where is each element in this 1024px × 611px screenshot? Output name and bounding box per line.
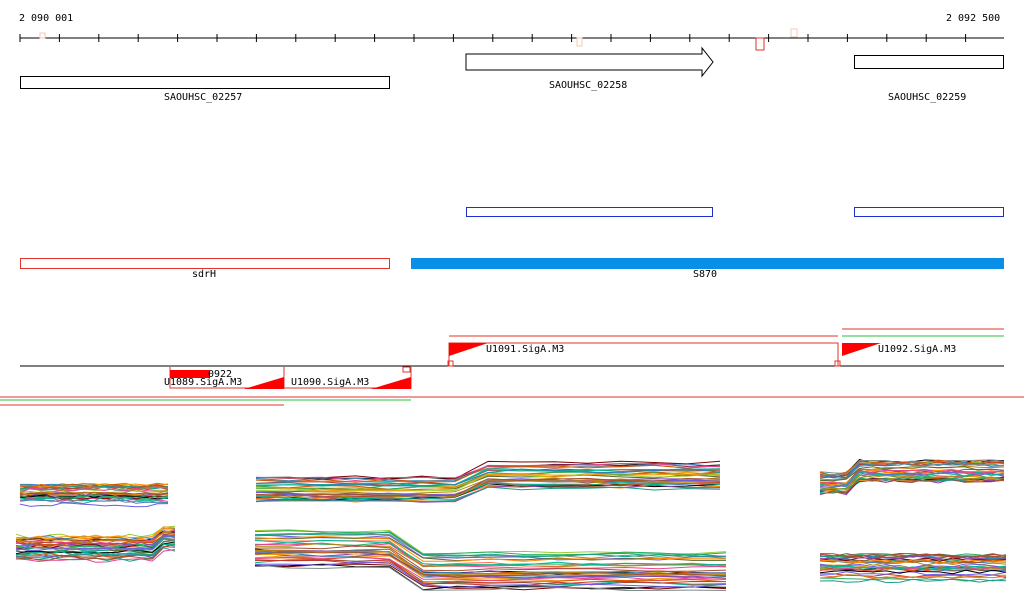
gene-box-saouhsc-02257[interactable] (20, 76, 390, 89)
feature-box-sdrh[interactable] (20, 258, 390, 269)
promoter-marker-u1092[interactable] (0, 0, 1024, 420)
blue-feature-box[interactable] (466, 207, 713, 217)
expr-panel-upper-left (19, 482, 169, 508)
feature-bar-s870[interactable] (411, 258, 1004, 269)
gene-label-saouhsc-02257: SAOUHSC_02257 (164, 92, 243, 103)
expr-panel-lower-left (15, 525, 176, 563)
gene-label-saouhsc-02259: SAOUHSC_02259 (888, 92, 967, 103)
expr-panel-lower-middle (254, 529, 727, 592)
gene-arrow-saouhsc-02258[interactable] (0, 0, 1024, 120)
promoter-label-u1092: U1092.SigA.M3 (878, 344, 957, 355)
promoter-marker-u1091[interactable] (0, 0, 1024, 420)
expr-panel-upper-right (819, 459, 1005, 496)
promoter-marker-u1089[interactable] (0, 0, 1024, 420)
promoter-small-label: 0922 (208, 369, 233, 380)
feature-label-sdrh: sdrH (192, 269, 217, 280)
ruler-end-label: 2 092 500 (946, 13, 1001, 24)
gene-label-saouhsc-02258: SAOUHSC_02258 (549, 80, 628, 91)
gene-box-saouhsc-02259[interactable] (854, 55, 1004, 69)
expr-panel-upper-middle (255, 460, 721, 503)
ruler-start-label: 2 090 001 (19, 13, 74, 24)
promoter-marker-u1090[interactable] (0, 0, 1024, 420)
promoter-block-0922[interactable] (170, 370, 210, 378)
feature-label-s870: S870 (693, 269, 718, 280)
promoter-label-u1091: U1091.SigA.M3 (486, 344, 565, 355)
promoter-label-u1089: U1089.SigA.M3 (164, 377, 243, 388)
promoter-label-u1090: U1090.SigA.M3 (291, 377, 370, 388)
ruler-axis (19, 28, 1004, 51)
blue-feature-box[interactable] (854, 207, 1004, 217)
expr-panel-lower-right (819, 552, 1007, 584)
